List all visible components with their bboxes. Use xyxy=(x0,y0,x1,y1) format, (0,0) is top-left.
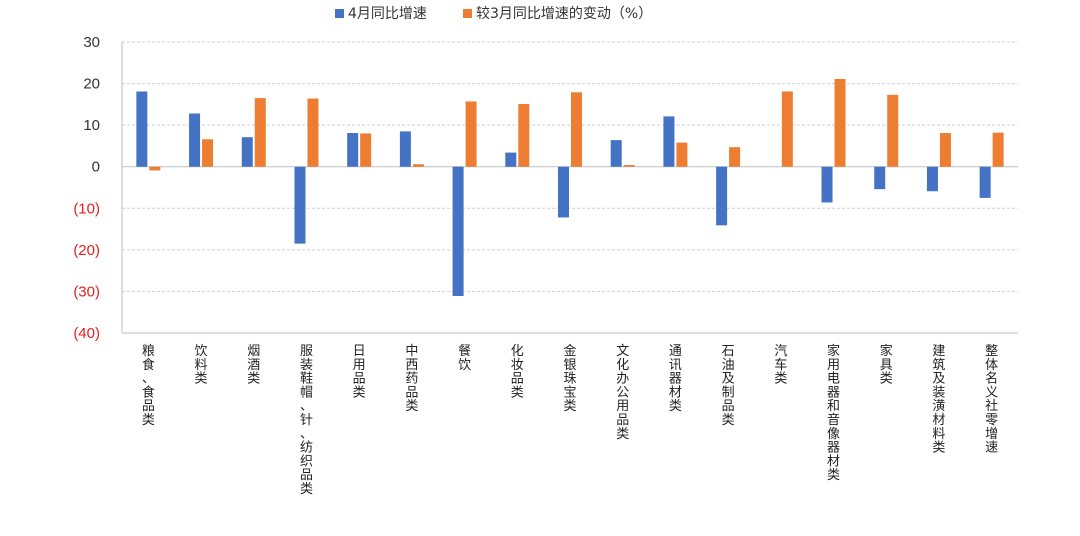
y-tick-label: (20) xyxy=(73,242,100,259)
y-tick-label: 0 xyxy=(92,159,100,176)
y-tick-label: (40) xyxy=(73,325,100,342)
x-category-label: 汽车类 xyxy=(774,344,787,387)
bar-change-vs-march xyxy=(465,101,477,167)
bar-change-vs-march xyxy=(307,98,319,167)
bar-april-yoy xyxy=(294,166,306,244)
y-tick-label: (10) xyxy=(73,200,100,217)
x-category-label: 家用电器和音像器材类 xyxy=(827,343,840,483)
category-labels: 粮食、食品类 饮料类 烟酒类 服装鞋帽、针、纺织品类 日用品类 中西药品类 餐饮 化妆品类 金银… xyxy=(142,343,998,497)
bar-april-yoy xyxy=(821,166,833,203)
legend-label-april-yoy: 4月同比增速 xyxy=(348,6,427,22)
bar-april-yoy xyxy=(452,166,464,297)
bar-change-vs-march xyxy=(834,78,846,167)
bar-change-vs-march xyxy=(729,147,741,167)
bar-april-yoy xyxy=(926,166,938,192)
x-category-label: 化妆品类 xyxy=(511,344,524,400)
x-category-label: 饮料类 xyxy=(195,344,208,387)
bar-change-vs-march xyxy=(939,133,951,167)
bar-april-yoy xyxy=(505,152,517,167)
x-category-label: 烟酒类 xyxy=(247,344,260,387)
bar-change-vs-march xyxy=(412,164,424,167)
bar-change-vs-march xyxy=(202,139,214,167)
bar-april-yoy xyxy=(136,91,148,167)
y-tick-label: 10 xyxy=(83,117,100,134)
bar-change-vs-march xyxy=(623,165,635,167)
legend-swatch-change-vs-march xyxy=(463,9,472,18)
x-category-label: 整体名义社零增速 xyxy=(985,344,998,456)
bar-change-vs-march xyxy=(254,98,266,167)
bar-april-yoy xyxy=(399,131,411,167)
x-category-label: 日用品类 xyxy=(353,344,366,400)
bar-change-vs-march xyxy=(360,133,372,167)
x-category-label: 中西药品类 xyxy=(405,344,418,414)
x-category-label: 服装鞋帽、针、纺织品类 xyxy=(300,344,313,497)
y-tick-label: (30) xyxy=(73,283,100,300)
x-category-label: 石油及制品类 xyxy=(722,344,735,428)
bar-april-yoy xyxy=(558,166,569,218)
bar-change-vs-march xyxy=(676,142,688,167)
legend: 4月同比增速 较3月同比增速的变动（%） xyxy=(335,6,652,22)
bar-april-yoy xyxy=(241,137,253,167)
x-category-label: 餐饮 xyxy=(458,343,471,373)
y-tick-label: 30 xyxy=(83,34,100,51)
bar-change-vs-march xyxy=(149,166,161,171)
bar-april-yoy xyxy=(979,166,991,198)
bar-april-yoy xyxy=(189,113,201,167)
bar-april-yoy xyxy=(663,116,675,167)
gridlines xyxy=(122,41,1018,292)
x-category-label: 通讯器材类 xyxy=(669,344,682,414)
bar-change-vs-march xyxy=(518,103,530,167)
bar-april-yoy xyxy=(347,133,359,167)
legend-label-change-vs-march: 较3月同比增速的变动（%） xyxy=(476,6,652,22)
axes: 30 20 10 0 (10) (20) (30) (40) xyxy=(73,34,1018,342)
bar-change-vs-march xyxy=(887,94,899,167)
bar-change-vs-march xyxy=(571,92,582,167)
x-category-label: 家具类 xyxy=(880,343,893,387)
y-tick-label: 20 xyxy=(83,76,100,93)
x-category-label: 粮食、食品类 xyxy=(142,344,155,428)
x-category-label: 文化办公用品类 xyxy=(616,344,629,442)
legend-swatch-april-yoy xyxy=(335,9,344,18)
bar-april-yoy xyxy=(874,166,886,190)
bar-change-vs-march xyxy=(992,132,1004,167)
bar-april-yoy xyxy=(610,140,622,167)
x-category-label: 金银珠宝类 xyxy=(563,343,576,414)
bar-april-yoy xyxy=(716,166,728,226)
bar-change-vs-march xyxy=(781,91,793,167)
bars xyxy=(136,78,1004,297)
x-category-label: 建筑及装潢材料类 xyxy=(932,344,945,456)
